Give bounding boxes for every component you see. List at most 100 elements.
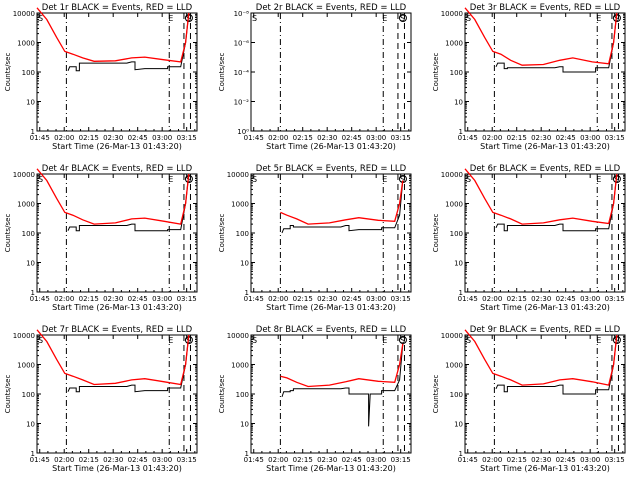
x-tick-label: 03:15 bbox=[177, 295, 197, 303]
x-axis-label: Start Time (26-Mar-13 01:43:20) bbox=[52, 142, 182, 151]
series-line-lld bbox=[464, 7, 618, 66]
y-tick-label: 10 bbox=[240, 260, 249, 268]
x-tick-label: 03:00 bbox=[580, 134, 600, 142]
marker-label-s-left: S bbox=[252, 14, 257, 23]
x-tick-label: 03:15 bbox=[391, 456, 411, 464]
x-tick-label: 03:00 bbox=[366, 134, 386, 142]
panel-title: Det 4r BLACK = Events, RED = LLD bbox=[42, 164, 193, 174]
x-axis-label: Start Time (26-Mar-13 01:43:20) bbox=[266, 464, 396, 473]
marker-label-e: E bbox=[596, 14, 601, 23]
x-tick-label: 02:45 bbox=[556, 295, 576, 303]
y-tick-label: 10000 bbox=[441, 10, 463, 18]
x-tick-label: 02:45 bbox=[342, 134, 362, 142]
marker-label-s-left: S bbox=[38, 14, 43, 23]
axes-frame bbox=[464, 334, 626, 454]
axes-frame bbox=[36, 12, 198, 132]
y-tick-label: 1000 bbox=[231, 201, 249, 209]
y-tick-label: 1000 bbox=[17, 201, 35, 209]
axes-frame bbox=[250, 12, 412, 132]
x-tick-label: 01:45 bbox=[30, 295, 50, 303]
y-tick-label: 100 bbox=[236, 391, 249, 399]
x-tick-label: 02:15 bbox=[293, 456, 313, 464]
axes-frame bbox=[464, 173, 626, 293]
x-tick-label: 03:15 bbox=[605, 295, 625, 303]
y-axis-label: Counts/sec bbox=[218, 53, 226, 92]
marker-circle bbox=[398, 336, 407, 344]
x-axis-label: Start Time (26-Mar-13 01:43:20) bbox=[480, 464, 610, 473]
series-line-lld bbox=[464, 329, 618, 386]
marker-label-e: E bbox=[382, 14, 387, 23]
y-tick-label: 10 bbox=[240, 421, 249, 429]
x-axis-label: Start Time (26-Mar-13 01:43:20) bbox=[52, 464, 182, 473]
marker-label-e: E bbox=[596, 336, 601, 345]
x-tick-label: 02:00 bbox=[54, 134, 74, 142]
x-axis-label: Start Time (26-Mar-13 01:43:20) bbox=[480, 303, 610, 312]
y-tick-label: 10000 bbox=[13, 332, 35, 340]
y-tick-label: 1 bbox=[459, 289, 463, 297]
series-line-lld bbox=[36, 168, 190, 225]
y-tick-label: 10 bbox=[26, 421, 35, 429]
x-tick-label: 03:00 bbox=[152, 134, 172, 142]
x-tick-label: 02:15 bbox=[79, 456, 99, 464]
series-line-lld bbox=[280, 343, 404, 388]
series-line-lld bbox=[464, 168, 618, 225]
x-tick-label: 03:15 bbox=[391, 295, 411, 303]
y-tick-label: 1 bbox=[245, 289, 249, 297]
x-tick-label: 03:00 bbox=[366, 295, 386, 303]
marker-label-e: E bbox=[168, 336, 173, 345]
y-tick-label: 100 bbox=[22, 391, 35, 399]
y-axis-label: Counts/sec bbox=[432, 214, 440, 253]
y-tick-label: 10 bbox=[454, 99, 463, 107]
y-axis-label: Counts/sec bbox=[4, 53, 12, 92]
axes-frame bbox=[250, 334, 412, 454]
y-tick-label: 10⁻² bbox=[234, 99, 250, 107]
y-tick-label: 1 bbox=[459, 450, 463, 458]
y-tick-label: 1000 bbox=[231, 362, 249, 370]
y-tick-label: 10 bbox=[454, 421, 463, 429]
y-tick-label: 10⁻⁶ bbox=[234, 40, 250, 48]
marker-label-s-right: S bbox=[400, 175, 405, 184]
y-tick-label: 10000 bbox=[441, 171, 463, 179]
y-tick-label: 1 bbox=[31, 128, 35, 136]
x-tick-label: 02:30 bbox=[103, 456, 123, 464]
x-axis-label: Start Time (26-Mar-13 01:43:20) bbox=[52, 303, 182, 312]
x-axis-label: Start Time (26-Mar-13 01:43:20) bbox=[266, 303, 396, 312]
x-tick-label: 03:15 bbox=[177, 456, 197, 464]
y-tick-label: 10 bbox=[26, 99, 35, 107]
x-tick-label: 02:00 bbox=[482, 134, 502, 142]
y-tick-label: 1 bbox=[31, 289, 35, 297]
y-tick-label: 1 bbox=[31, 450, 35, 458]
y-tick-label: 100 bbox=[236, 230, 249, 238]
marker-label-s-right: S bbox=[400, 336, 405, 345]
x-tick-label: 02:15 bbox=[507, 134, 527, 142]
x-tick-label: 01:45 bbox=[458, 295, 478, 303]
y-tick-label: 1000 bbox=[445, 201, 463, 209]
x-tick-label: 02:15 bbox=[293, 134, 313, 142]
marker-label-s-left: S bbox=[38, 336, 43, 345]
x-tick-label: 02:30 bbox=[103, 134, 123, 142]
x-tick-label: 02:15 bbox=[507, 295, 527, 303]
y-tick-label: 100 bbox=[450, 391, 463, 399]
panel-title: Det 6r BLACK = Events, RED = LLD bbox=[470, 164, 621, 174]
marker-label-e: E bbox=[382, 175, 387, 184]
y-tick-label: 10000 bbox=[227, 332, 249, 340]
panel-title: Det 8r BLACK = Events, RED = LLD bbox=[256, 325, 407, 335]
x-axis-label: Start Time (26-Mar-13 01:43:20) bbox=[480, 142, 610, 151]
x-tick-label: 02:45 bbox=[128, 295, 148, 303]
y-tick-label: 1 bbox=[459, 128, 463, 136]
y-axis-label: Counts/sec bbox=[432, 53, 440, 92]
x-tick-label: 03:00 bbox=[152, 295, 172, 303]
series-line-events bbox=[67, 12, 190, 72]
y-tick-label: 100 bbox=[22, 230, 35, 238]
y-tick-label: 1000 bbox=[445, 362, 463, 370]
series-line-lld bbox=[36, 329, 190, 386]
x-tick-label: 02:30 bbox=[531, 456, 551, 464]
y-tick-label: 10 bbox=[26, 260, 35, 268]
series-line-events bbox=[495, 173, 618, 232]
x-tick-label: 02:45 bbox=[342, 295, 362, 303]
y-tick-label: 100 bbox=[450, 69, 463, 77]
